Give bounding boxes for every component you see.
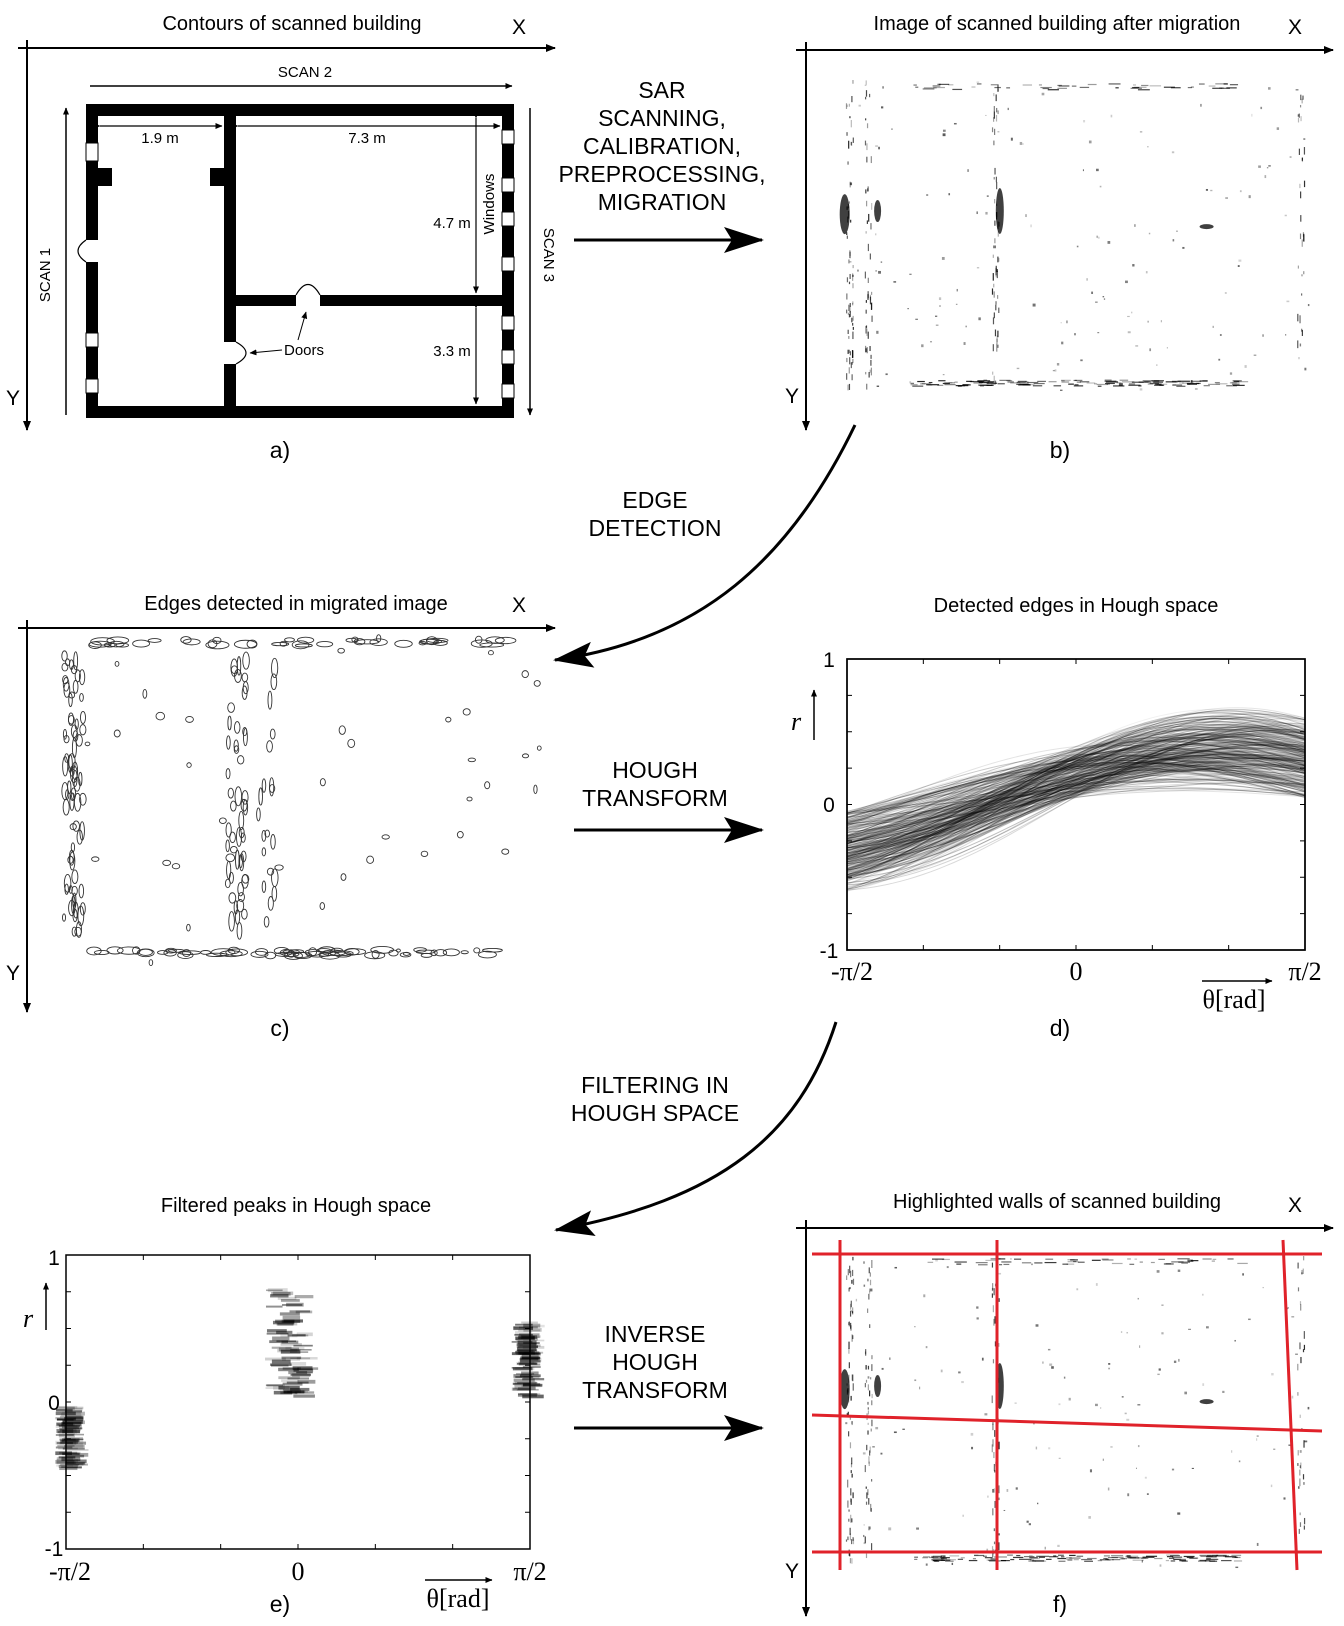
step2-arrow [553,424,857,668]
step2-line2: DETECTION [589,515,722,541]
panel-d-label: d) [1050,1015,1070,1041]
dimension-lines [93,111,501,405]
y-axis-label: r [791,707,802,736]
migrated-image [839,80,1310,391]
step3-line2: TRANSFORM [582,785,728,811]
hough-curves [847,707,1305,892]
migrated-image-with-walls [839,1256,1310,1569]
panel-c-title: Edges detected in migrated image [144,593,448,615]
panel-e: Filtered peaks in Hough space 1 0 -1 -π/… [23,1195,547,1617]
axis-y-label: Y [6,962,20,985]
wall-line-middle [811,1413,1323,1433]
y-tick-minus1: -1 [820,940,839,963]
step-inverse-hough: INVERSE HOUGH TRANSFORM [574,1321,764,1441]
x-axis-label: θ[rad] [427,1584,490,1613]
x-axis-label: θ[rad] [1203,985,1266,1014]
edge-map [61,634,542,967]
step2-line1: EDGE [622,487,687,513]
step4-line1: FILTERING IN [581,1072,729,1098]
floor-plan [86,104,514,418]
door-marks [77,239,321,365]
step5-line1: INVERSE [605,1321,706,1347]
step1-line3: CALIBRATION, [583,133,741,159]
step1-line5: MIGRATION [598,189,727,215]
step1-line4: PREPROCESSING, [558,161,765,187]
step1-line1: SAR [638,77,685,103]
axis-y-label: Y [785,385,799,408]
window-marks-left [85,142,99,394]
panel-b-label: b) [1050,437,1070,463]
step3-line1: HOUGH [612,757,698,783]
step5-line3: TRANSFORM [582,1377,728,1403]
plot-frame [846,658,1306,951]
panel-f: Highlighted walls of scanned building X … [785,1191,1334,1617]
panel-f-label: f) [1053,1591,1067,1617]
panel-b-title: Image of scanned building after migratio… [874,13,1241,35]
window-marks-right [501,129,515,399]
step1-line2: SCANNING, [598,105,726,131]
panel-e-label: e) [270,1591,290,1617]
axis-x-label: X [512,594,526,617]
detected-wall-lines [811,1239,1323,1571]
dim-3-3: 3.3 m [433,343,471,360]
y-axis-label: r [23,1304,34,1333]
panel-a-label: a) [270,437,290,463]
step-hough-transform: HOUGH TRANSFORM [574,757,764,843]
panel-c-label: c) [270,1015,289,1041]
scan2-label: SCAN 2 [278,64,332,81]
x-tick-0: 0 [1070,957,1083,986]
axis-x-label: X [512,16,526,39]
scan1-label: SCAN 1 [37,248,54,302]
x-tick-0: 0 [292,1557,305,1586]
hough-peaks [55,1288,545,1471]
doors-label: Doors [284,342,324,359]
y-tick-1: 1 [48,1247,60,1270]
doors-pointer-1 [249,349,283,356]
x-tick-pi2: π/2 [1288,957,1321,986]
step4-line2: HOUGH SPACE [571,1100,739,1126]
axis-x-label: X [1288,16,1302,39]
tick-marks [847,659,1305,950]
panel-d-title: Detected edges in Hough space [934,595,1219,617]
panel-b: Image of scanned building after migratio… [785,13,1334,463]
x-tick-pi2: π/2 [513,1557,546,1586]
panel-f-title: Highlighted walls of scanned building [893,1191,1221,1213]
y-tick-0: 0 [48,1392,60,1415]
wall-line-right [1281,1239,1299,1571]
windows-label: Windows [481,174,498,235]
x-tick-minus-pi2: -π/2 [49,1557,91,1586]
dim-7-3: 7.3 m [348,130,386,147]
scan3-label: SCAN 3 [540,228,557,282]
doors-pointer-2 [297,311,308,341]
x-tick-minus-pi2: -π/2 [831,957,873,986]
y-tick-1: 1 [823,649,835,672]
step-filtering: FILTERING IN HOUGH SPACE [554,1021,838,1236]
step-sar-scanning: SAR SCANNING, CALIBRATION, PREPROCESSING… [558,77,766,253]
panel-c: Edges detected in migrated image X Y c) [6,593,556,1041]
dim-1-9: 1.9 m [141,130,179,147]
plot-frame [65,1254,531,1550]
tick-marks [66,1255,530,1549]
step-edge-detection: EDGE DETECTION [553,424,857,668]
y-tick-minus1: -1 [45,1538,64,1561]
y-tick-0: 0 [823,794,835,817]
panel-e-title: Filtered peaks in Hough space [161,1195,431,1217]
axis-x-label: X [1288,1194,1302,1217]
panel-a-title: Contours of scanned building [162,13,421,35]
dim-4-7: 4.7 m [433,215,471,232]
step4-arrow [554,1021,838,1236]
axis-y-label: Y [785,1560,799,1583]
axis-y-label: Y [6,387,20,410]
panel-a: Contours of scanned building X Y SCAN 2 … [6,13,557,463]
step5-line2: HOUGH [612,1349,698,1375]
panel-d: Detected edges in Hough space 1 0 -1 -π/… [791,595,1322,1041]
